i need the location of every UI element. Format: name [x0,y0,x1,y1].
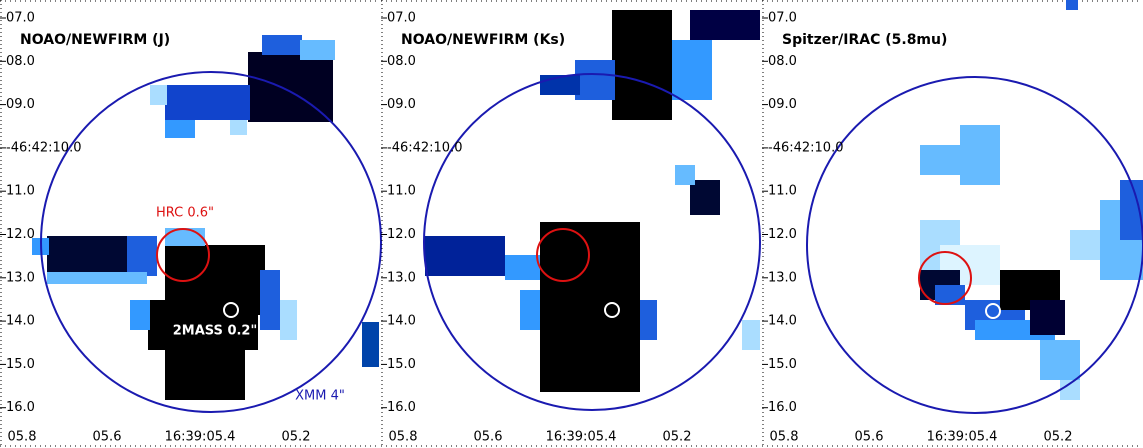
y-tick-label: 16.0 [6,400,35,415]
pixel-block [540,222,640,392]
pixel-block [425,236,505,276]
y-tick-label: 08.0 [768,54,797,69]
pixel-block [505,255,540,280]
panel-title: NOAO/NEWFIRM (J) [20,32,170,48]
y-tick-label: 16.0 [387,400,416,415]
x-tick-label: 16:39:05.4 [165,430,236,445]
pixel-block [362,322,379,367]
pixel-block [612,10,672,120]
y-tick-label: -46:42:10.0 [6,140,81,155]
x-tick-label: 05.6 [474,430,503,445]
pixel-block [300,40,335,60]
pixel-block [260,270,280,330]
pixel-block [960,125,1000,185]
x-tick-label: 16:39:05.4 [927,430,998,445]
y-tick-label: 14.0 [768,314,797,329]
y-tick-label: 09.0 [387,97,416,112]
figure: NOAO/NEWFIRM (J) 07.0 08.0 09.0 -46:42:10.0 1… [0,0,1143,448]
pixel-block [520,290,540,330]
x-tick-label: 05.2 [282,430,311,445]
pixel-block [672,40,712,100]
x-tick-label: 05.2 [1044,430,1073,445]
y-tick-label: 11.0 [768,184,797,199]
y-tick-label: 07.0 [768,11,797,26]
y-tick-label: 07.0 [387,11,416,26]
pixel-block [47,272,147,284]
pixel-block [150,85,167,105]
pixel-block [1066,0,1078,10]
pixel-block [130,300,150,330]
y-tick-label: 13.0 [768,270,797,285]
y-tick-label: -46:42:10.0 [387,140,462,155]
y-tick-label: 13.0 [387,270,416,285]
y-tick-label: 14.0 [6,314,35,329]
hrc-label: HRC 0.6" [156,206,214,221]
y-tick-label: 12.0 [387,227,416,242]
y-tick-label: 14.0 [387,314,416,329]
pixel-block [127,236,157,276]
y-tick-label: 09.0 [768,97,797,112]
y-tick-label: 16.0 [768,400,797,415]
x-tick-label: 05.8 [389,430,418,445]
y-tick-label: 11.0 [6,184,35,199]
y-tick-label: 11.0 [387,184,416,199]
pixel-block [262,35,302,55]
pixel-block [1070,230,1100,260]
y-tick-label: 08.0 [387,54,416,69]
y-tick-label: 07.0 [6,11,35,26]
panel-title: Spitzer/IRAC (5.8mu) [782,32,947,48]
twomass-label: 2MASS 0.2" [173,324,258,339]
x-tick-label: 05.8 [8,430,37,445]
x-tick-label: 05.2 [663,430,692,445]
y-tick-label: 15.0 [387,357,416,372]
pixel-block [920,145,960,175]
x-tick-label: 05.6 [93,430,122,445]
pixel-block [690,10,760,40]
y-tick-label: 08.0 [6,54,35,69]
page: NOAO/NEWFIRM (J) 07.0 08.0 09.0 -46:42:10.0 1… [0,0,1143,448]
y-tick-label: 12.0 [768,227,797,242]
pixel-block [280,300,297,340]
y-tick-label: -46:42:10.0 [768,140,843,155]
x-tick-label: 05.6 [855,430,884,445]
pixel-block [230,120,247,135]
pixel-block [640,300,657,340]
pixel-block [165,85,250,120]
pixel-block [1030,300,1065,335]
pixel-block [165,120,195,138]
pixel-block [1040,340,1080,380]
pixel-block [675,165,695,185]
pixel-block [47,236,127,276]
xmm-label: XMM 4" [295,389,345,404]
y-tick-label: 13.0 [6,270,35,285]
x-tick-label: 05.8 [770,430,799,445]
pixel-block [935,285,965,305]
pixel-block [690,180,720,215]
pixel-block [575,60,615,100]
pixel-block [165,345,245,400]
y-tick-label: 15.0 [768,357,797,372]
y-tick-label: 12.0 [6,227,35,242]
y-tick-label: 09.0 [6,97,35,112]
pixel-block [165,228,205,246]
panel-title: NOAO/NEWFIRM (Ks) [401,32,565,48]
y-tick-label: 15.0 [6,357,35,372]
pixel-block [742,320,760,350]
x-tick-label: 16:39:05.4 [546,430,617,445]
